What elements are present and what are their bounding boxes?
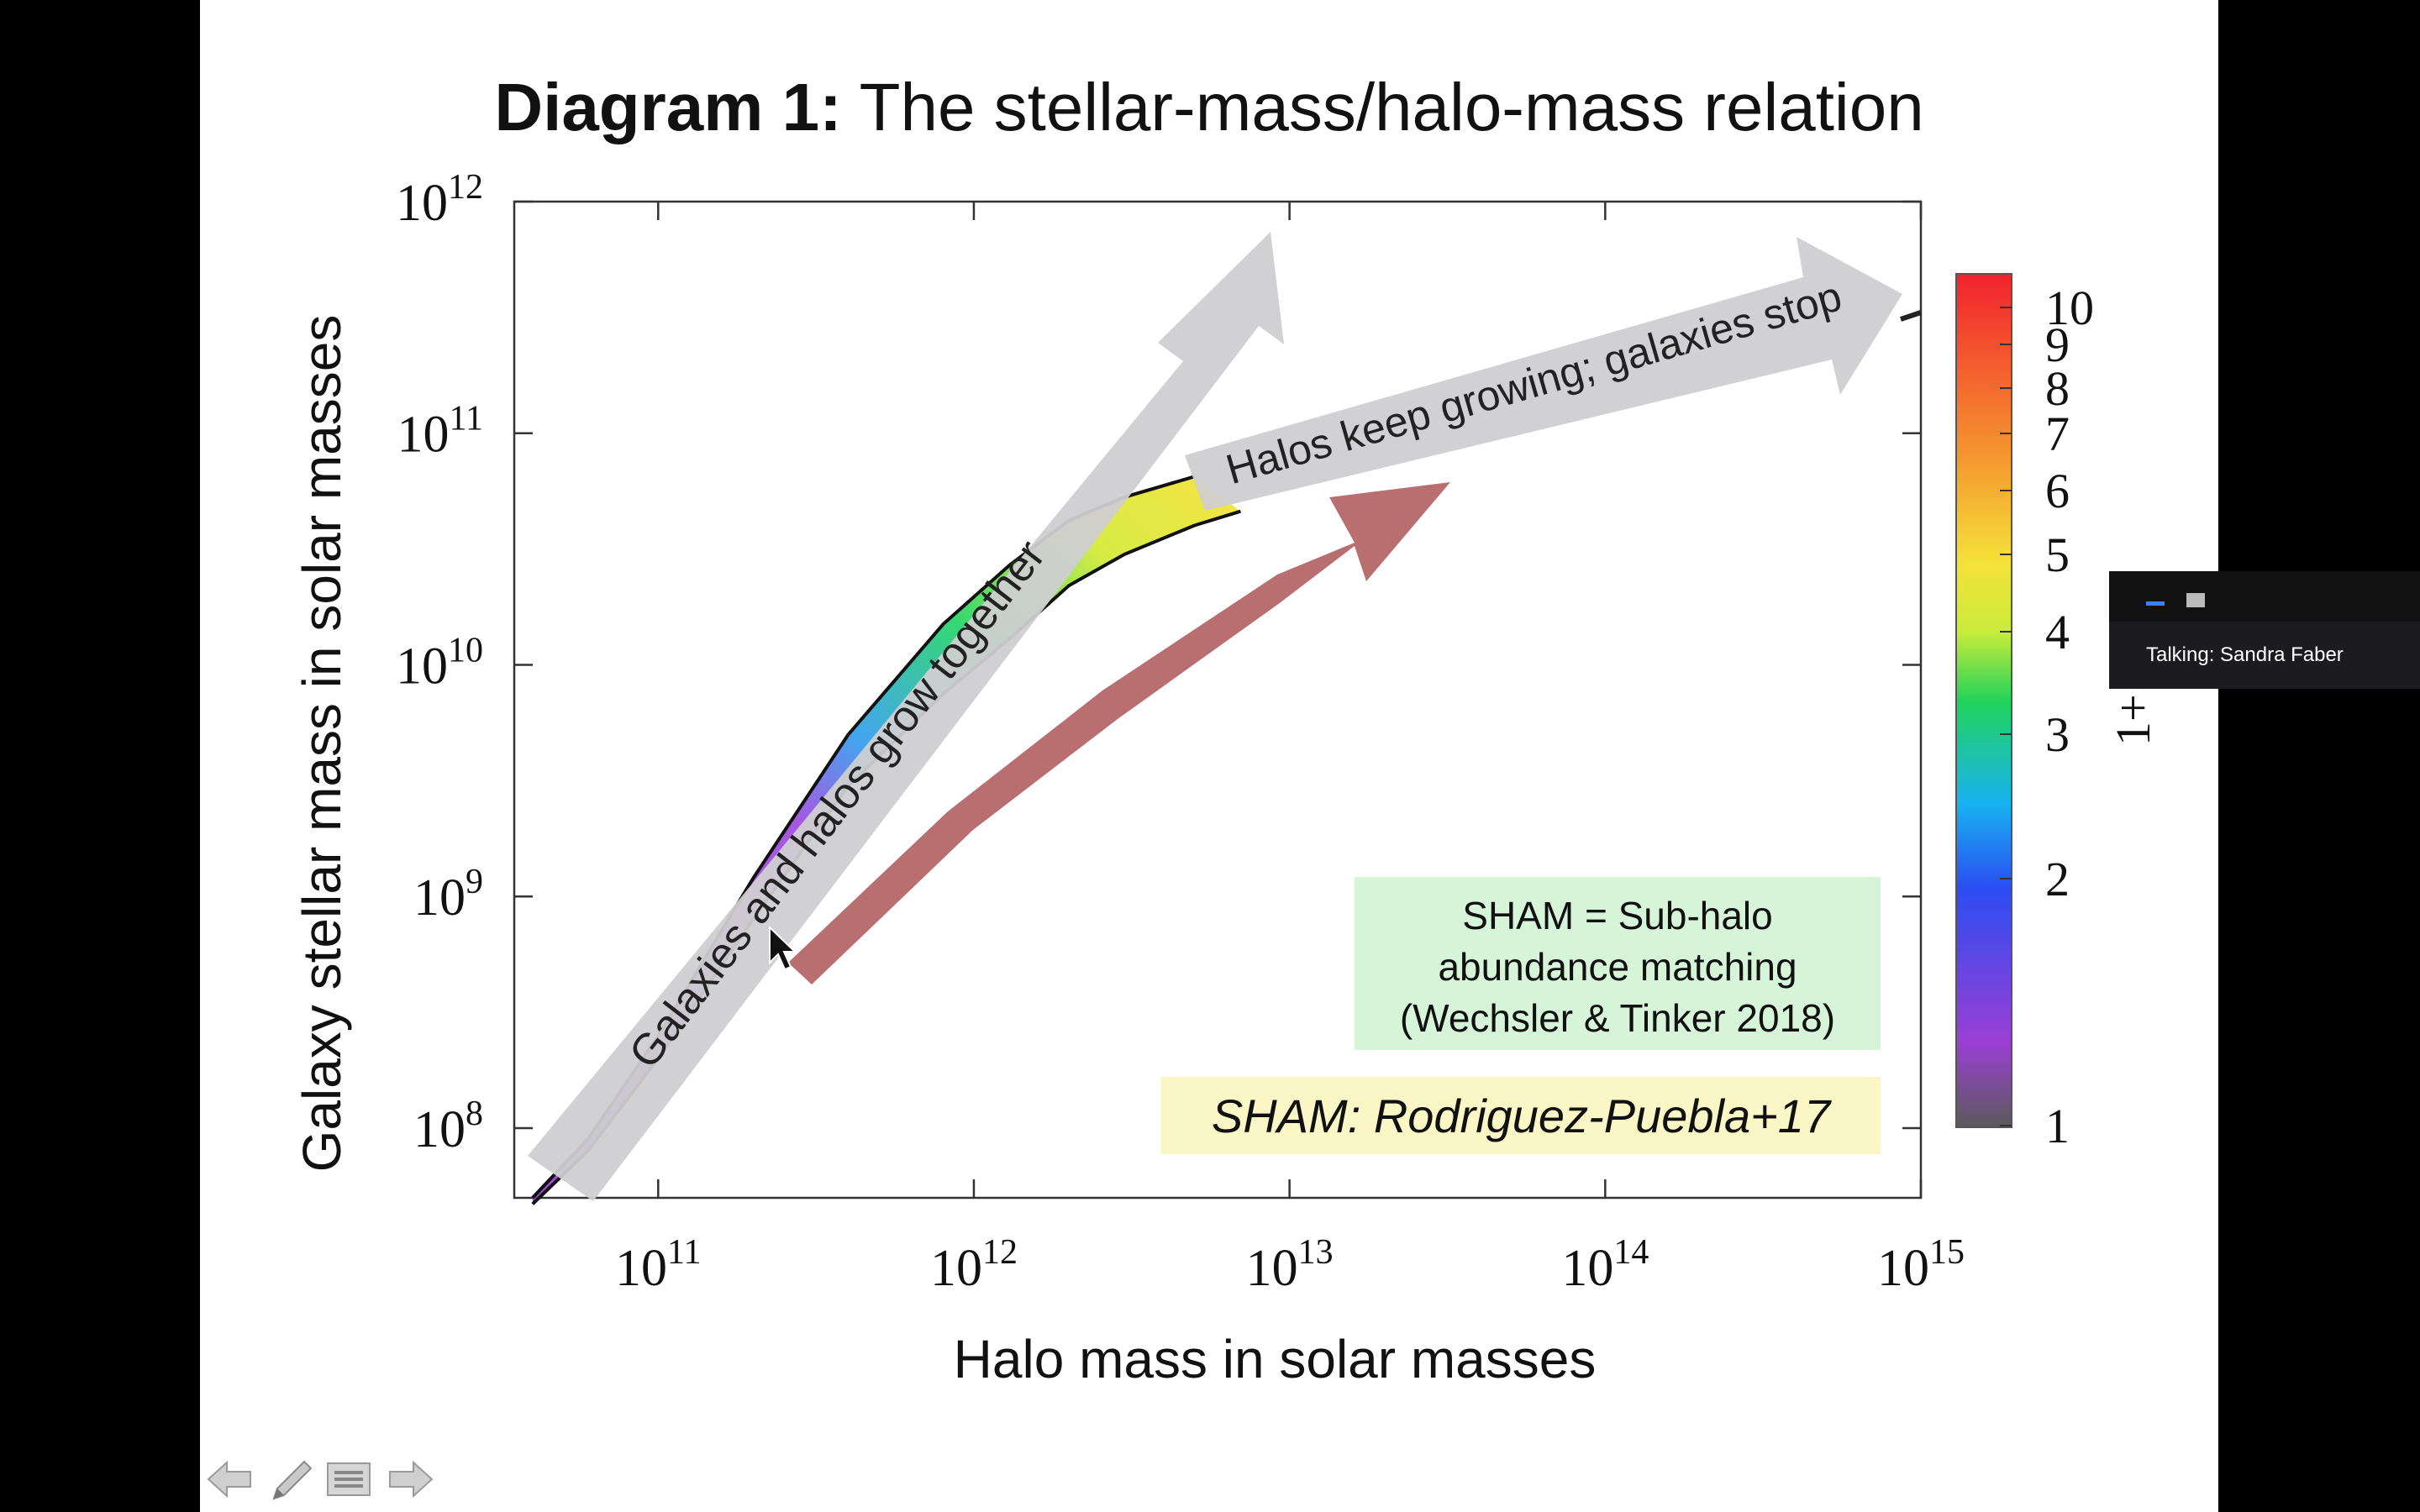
sham-green-line: abundance matching (1438, 945, 1797, 989)
colorbar-tick-label: 10 (2045, 281, 2094, 335)
colorbar-label: 1+ (2106, 694, 2160, 746)
colorbar-tick-label: 2 (2045, 852, 2070, 906)
sham-green-line: SHAM = Sub-halo (1462, 894, 1772, 937)
menu-icon[interactable] (324, 1455, 373, 1504)
sham-green-box (1355, 877, 1881, 1050)
y-tick-label: 108 (413, 1095, 483, 1158)
panel-titlebar[interactable] (2109, 571, 2420, 622)
colorbar (1955, 273, 2012, 1128)
red-arrow (788, 482, 1450, 984)
y-tick-label: 1011 (397, 400, 483, 464)
plot-frame (513, 200, 1923, 1200)
sham-yellow-box (1161, 1077, 1881, 1154)
y-axis-label: Galaxy stellar mass in solar masses (292, 315, 352, 1173)
colorbar-tick-label: 1 (2045, 1099, 2070, 1153)
y-tick-label: 1010 (396, 631, 483, 695)
slide: Diagram 1: The stellar-mass/halo-mass re… (200, 0, 2218, 1512)
x-tick-label: 1014 (1561, 1233, 1649, 1297)
y-tick-label: 109 (413, 863, 483, 927)
x-tick-label: 1012 (930, 1233, 1018, 1297)
title-bold: Diagram 1: (494, 70, 842, 144)
minimize-icon[interactable] (2146, 601, 2165, 606)
slide-title: Diagram 1: The stellar-mass/halo-mass re… (200, 69, 2218, 146)
colorbar-tick-label: 5 (2045, 528, 2070, 582)
colorbar-tick-label: 8 (2045, 361, 2070, 416)
y-tick-label: 1012 (396, 168, 483, 232)
video-call-panel[interactable]: Talking: Sandra Faber (2109, 571, 2420, 689)
arrow-right-label: Halos keep growing; galaxies stop (1221, 272, 1847, 493)
gray-arrow-up (528, 232, 1284, 1201)
gray-arrow-right (1185, 237, 1902, 511)
x-tick-label: 1013 (1246, 1233, 1334, 1297)
next-arrow-icon[interactable] (387, 1455, 435, 1504)
sham-green-line: (Wechsler & Tinker 2018) (1400, 996, 1835, 1040)
x-axis-label: Halo mass in solar masses (954, 1329, 1597, 1389)
title-rest: The stellar-mass/halo-mass relation (841, 70, 1924, 144)
pen-icon[interactable] (267, 1455, 316, 1504)
maximize-icon[interactable] (2186, 593, 2205, 607)
sham-yellow-label: SHAM: Rodriguez-Puebla+17 (1212, 1089, 1832, 1142)
colorbar-tick-label: 6 (2045, 464, 2070, 518)
talking-label: Talking: Sandra Faber (2146, 643, 2344, 666)
smhm-tail (1900, 310, 1922, 322)
mouse-cursor-icon (769, 925, 797, 971)
colorbar-tick-label: 3 (2045, 707, 2070, 762)
prev-arrow-icon[interactable] (205, 1455, 254, 1504)
colorbar-tick-label: 9 (2045, 318, 2070, 372)
x-tick-label: 1011 (615, 1233, 701, 1297)
x-tick-label: 1015 (1877, 1233, 1965, 1297)
colorbar-tick-label: 7 (2045, 407, 2070, 461)
colorbar-tick-label: 4 (2045, 605, 2070, 659)
